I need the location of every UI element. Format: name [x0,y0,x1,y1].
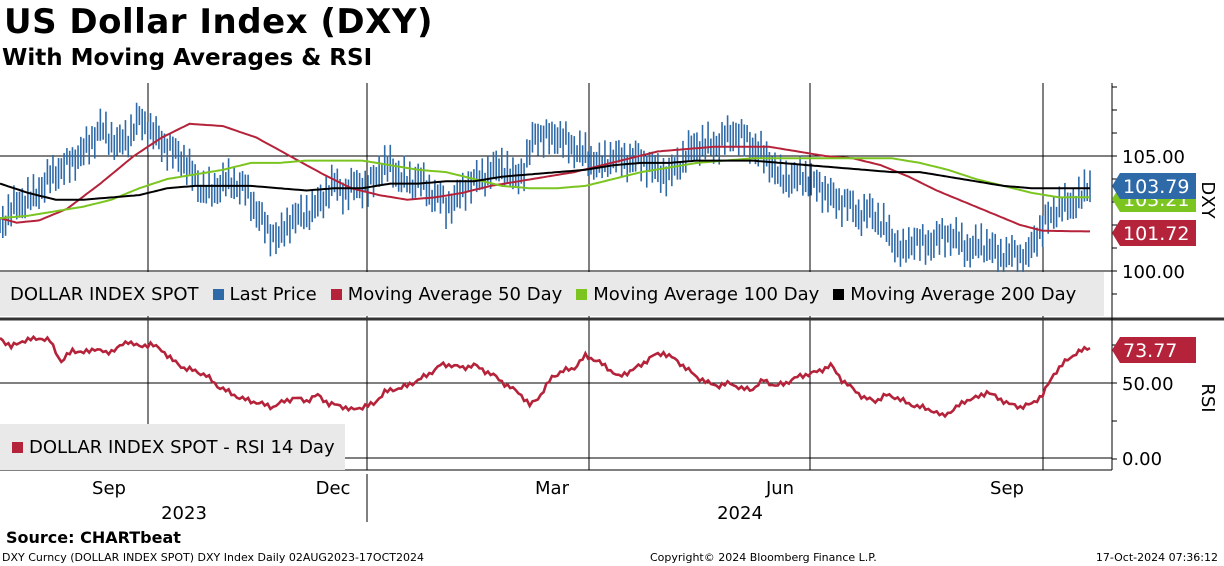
year-label: 2023 [161,503,207,524]
legend-label-last-price: Last Price [229,283,317,305]
last-price-tag-label: 103.79 [1123,176,1189,198]
legend-label-ma200: Moving Average 200 Day [850,283,1077,305]
rsi-legend: DOLLAR INDEX SPOT - RSI 14 Day [0,424,345,470]
axis-title-dxy: DXY [1197,181,1218,219]
x-tick-label: Sep [990,478,1024,499]
legend-security: DOLLAR INDEX SPOT [10,283,199,305]
axis-layer: 105.00100.0050.000.00DXYRSI103.21103.791… [92,86,1218,524]
rsi-tag [1112,337,1196,363]
footer-copyright: Copyright© 2024 Bloomberg Finance L.P. [650,551,877,564]
x-tick-label: Mar [535,478,570,499]
legend-swatch-last-price [212,288,224,300]
x-tick-label: Jun [765,478,794,499]
ma50-tag-label: 101.72 [1123,223,1189,245]
price-layer [0,102,1091,281]
rsi-line [0,334,1091,419]
axis-title-rsi: RSI [1197,383,1218,412]
ma-line-100 [0,157,1090,220]
legend-swatch-ma50 [330,288,342,300]
footer-timestamp: 17-Oct-2024 07:36:12 [1095,551,1218,564]
legend-item-rsi: DOLLAR INDEX SPOT - RSI 14 Day [12,437,335,458]
chart-title: US Dollar Index (DXY) [4,2,434,42]
legend-item-ma50: Moving Average 50 Day [330,283,563,305]
legend-item-ma200: Moving Average 200 Day [833,284,1076,305]
y-tick-label: 100.00 [1122,262,1185,283]
legend-item-last-price: Last Price [212,283,317,305]
last-price-tag [1112,173,1196,199]
x-tick-label: Sep [92,478,126,499]
footer-ticker-info: DXY Curncy (DOLLAR INDEX SPOT) DXY Index… [2,551,424,564]
source-note: Source: CHARTbeat [6,528,181,547]
x-tick-label: Dec [316,478,351,499]
y-tick-label: 0.00 [1122,449,1162,470]
chart-subtitle: With Moving Averages & RSI [2,45,373,71]
legend-swatch-ma100 [576,288,588,300]
legend-label-rsi: DOLLAR INDEX SPOT - RSI 14 Day [29,436,335,458]
legend-label-ma100: Moving Average 100 Day [593,283,820,305]
rsi-layer [0,334,1091,419]
grid-layer [0,83,1224,471]
legend-swatch-ma200 [833,288,845,300]
ma-line-50 [0,122,1090,233]
year-label: 2024 [717,503,763,524]
legend-swatch-rsi [12,441,23,453]
legend-item-ma100: Moving Average 100 Day [576,284,819,305]
price-legend: DOLLAR INDEX SPOT Last Price Moving Aver… [0,272,1104,316]
ma50-tag [1112,220,1196,246]
y-tick-label: 105.00 [1122,147,1185,168]
legend-label-ma50: Moving Average 50 Day [347,283,563,305]
y-tick-label: 50.00 [1122,374,1174,395]
ma-line-200 [0,159,1090,201]
rsi-tag-label: 73.77 [1123,340,1177,362]
